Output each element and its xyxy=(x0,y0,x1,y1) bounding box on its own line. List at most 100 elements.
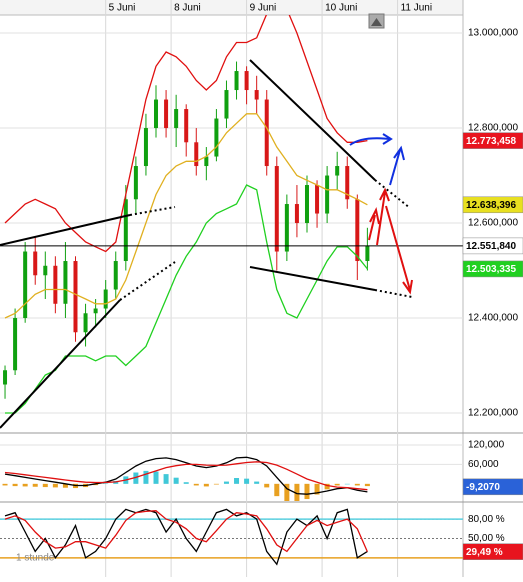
trend-line xyxy=(249,59,376,181)
x-tick-label: 9 Juni xyxy=(250,3,277,14)
candle-body xyxy=(294,204,299,224)
candle-body xyxy=(53,265,58,304)
candle-body xyxy=(83,313,88,333)
histogram-bar xyxy=(324,483,330,490)
series-line xyxy=(4,461,368,491)
histogram-bar xyxy=(264,483,270,488)
icon-glyph xyxy=(371,18,382,26)
y-tick-label: 13.000,000 xyxy=(468,28,518,39)
histogram-bar xyxy=(234,478,240,484)
panel xyxy=(0,444,463,501)
candle-body xyxy=(93,308,98,314)
candle-body xyxy=(355,199,360,262)
candle-body xyxy=(73,261,78,333)
arrow xyxy=(349,133,393,146)
histogram-bar xyxy=(213,483,219,485)
price-tag-label: -9,2070 xyxy=(466,482,500,493)
price-tag xyxy=(462,260,523,278)
candle-body xyxy=(244,71,249,91)
candle-body xyxy=(23,251,28,319)
histogram-bar xyxy=(274,483,280,497)
histogram-bar xyxy=(42,483,48,488)
candle-body xyxy=(43,265,48,276)
arrow xyxy=(376,187,390,246)
histogram-bar xyxy=(183,482,189,484)
candle-body xyxy=(103,289,108,309)
histogram-bar xyxy=(103,483,109,485)
panel xyxy=(0,15,463,414)
histogram-bar xyxy=(254,481,260,484)
series-line xyxy=(4,510,368,553)
candle-body xyxy=(164,99,169,129)
candle-body xyxy=(13,318,18,371)
histogram-bar xyxy=(62,483,68,488)
arrow xyxy=(385,205,413,295)
annotations xyxy=(0,59,413,429)
histogram-bar xyxy=(314,483,320,495)
x-tick-label: 5 Juni xyxy=(109,3,136,14)
histogram-bar xyxy=(354,483,360,486)
time-axis xyxy=(0,0,463,15)
trend-line xyxy=(119,261,176,301)
histogram-bar xyxy=(153,471,159,484)
y-tick-label: 120,000 xyxy=(468,440,505,451)
candle-body xyxy=(113,261,118,290)
histogram-bar xyxy=(284,483,290,501)
candle-body xyxy=(274,166,279,252)
candle-body xyxy=(204,156,209,167)
y-tick-label: 12.200,000 xyxy=(468,408,518,419)
candle-body xyxy=(143,128,148,167)
panel xyxy=(0,508,463,566)
y-tick-label: 12.600,000 xyxy=(468,218,518,229)
histogram-bar xyxy=(364,483,370,487)
price-tag xyxy=(462,543,523,560)
histogram-bar xyxy=(52,483,58,488)
candle-body xyxy=(325,175,330,214)
candle-body xyxy=(254,90,259,100)
x-tick-label: 10 Juni xyxy=(325,3,357,14)
candle-body xyxy=(315,185,320,214)
histogram-bar xyxy=(32,483,38,487)
histogram-bar xyxy=(2,483,8,486)
price-tag xyxy=(462,196,523,214)
price-tag-label: 29,49 % xyxy=(466,547,503,558)
candle-body xyxy=(264,99,269,167)
candle-body xyxy=(345,166,350,200)
candle-body xyxy=(184,109,189,143)
candle-body xyxy=(133,166,138,200)
candle-body xyxy=(174,109,179,129)
band-line xyxy=(5,184,368,414)
price-tag-label: 12.773,458 xyxy=(466,136,516,147)
histogram-bar xyxy=(304,483,310,500)
histogram-bar xyxy=(334,483,340,486)
toolbar-icon[interactable] xyxy=(368,13,385,29)
y-tick-label: 12.400,000 xyxy=(468,313,518,324)
price-tag xyxy=(462,478,523,496)
trend-line xyxy=(0,299,121,429)
candle-body xyxy=(224,90,229,119)
price-tag-label: 12.551,840 xyxy=(466,241,516,252)
histogram-bar xyxy=(344,483,350,485)
candle-body xyxy=(214,118,219,157)
histogram-bar xyxy=(203,483,209,487)
histogram-bar xyxy=(173,477,179,484)
histogram-bar xyxy=(244,478,250,484)
candle-body xyxy=(194,142,199,167)
series-line xyxy=(4,456,368,495)
candle-body xyxy=(365,245,370,262)
candle-body xyxy=(123,199,128,262)
price-tag xyxy=(462,132,523,149)
candle-body xyxy=(234,71,239,91)
histogram-bar xyxy=(294,483,300,501)
arrow xyxy=(368,207,380,241)
y-tick-label: 80,00 % xyxy=(468,514,505,525)
trend-line xyxy=(249,266,376,291)
price-tag-label: 12.638,396 xyxy=(466,200,516,211)
x-tick-label: 11 Juni xyxy=(401,3,433,14)
candle-body xyxy=(154,99,159,129)
y-tick-label: 50,00 % xyxy=(468,533,505,544)
histogram-bar xyxy=(163,474,169,484)
price-tag xyxy=(462,237,523,255)
